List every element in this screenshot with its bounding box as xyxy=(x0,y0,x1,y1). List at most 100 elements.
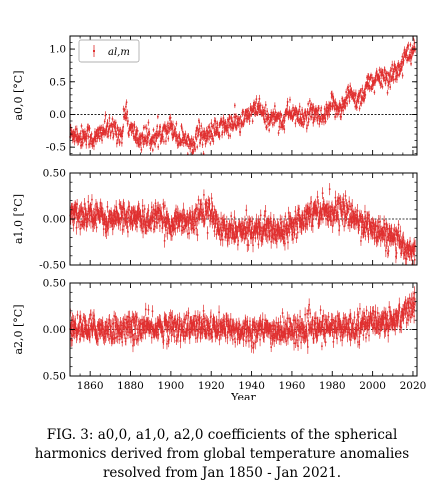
data-point xyxy=(196,144,198,150)
data-point xyxy=(274,115,277,122)
data-point xyxy=(312,219,314,233)
data-point xyxy=(85,221,88,232)
data-point xyxy=(299,110,302,118)
data-point xyxy=(89,139,91,148)
data-series xyxy=(69,183,416,265)
data-point xyxy=(370,72,372,78)
data-point xyxy=(75,133,78,139)
data-point xyxy=(254,108,257,117)
data-point xyxy=(127,117,129,126)
data-point xyxy=(207,135,209,143)
data-point xyxy=(121,205,124,214)
data-point xyxy=(321,342,323,351)
data-point xyxy=(154,220,156,233)
data-point xyxy=(245,204,248,216)
y-axis-title: a0,0 [°C] xyxy=(12,70,25,120)
data-point xyxy=(302,221,305,231)
data-point xyxy=(193,224,195,235)
data-point xyxy=(128,201,131,212)
data-point xyxy=(167,135,170,142)
data-point xyxy=(257,240,260,249)
data-point xyxy=(359,212,362,223)
data-point xyxy=(268,215,270,229)
data-point xyxy=(361,229,363,239)
data-point xyxy=(364,231,367,241)
data-point xyxy=(407,56,409,62)
data-point xyxy=(349,82,351,90)
data-point xyxy=(349,202,351,211)
data-point xyxy=(140,146,143,153)
data-point xyxy=(198,119,201,126)
data-point xyxy=(121,224,124,235)
data-point xyxy=(308,217,311,227)
data-point xyxy=(338,220,341,232)
data-point xyxy=(362,329,365,341)
data-point xyxy=(113,130,115,138)
data-point xyxy=(168,115,171,122)
data-point xyxy=(197,195,200,205)
data-point xyxy=(170,120,173,127)
data-point xyxy=(281,308,284,318)
data-point xyxy=(274,109,277,115)
data-point xyxy=(386,233,388,248)
figure: -0.5 0.0 0.5 1.0 a0,0 [°C] al,m -0.50 0.00 0.50 a… xyxy=(12,35,426,400)
x-tick-label: 1960 xyxy=(279,380,306,392)
data-point xyxy=(388,71,391,79)
data-point xyxy=(293,313,296,328)
data-point xyxy=(147,204,150,217)
data-point xyxy=(348,98,351,104)
data-point xyxy=(359,302,361,315)
data-point xyxy=(105,123,108,130)
data-point xyxy=(156,128,158,135)
data-point xyxy=(340,209,343,221)
data-point xyxy=(272,233,275,244)
y-tick-label: 0.50 xyxy=(43,278,66,290)
data-point xyxy=(209,141,212,146)
data-point xyxy=(239,114,242,120)
data-point xyxy=(247,239,250,251)
data-point xyxy=(293,230,296,239)
data-point xyxy=(317,199,320,209)
data-point xyxy=(332,335,335,348)
data-point xyxy=(282,124,285,130)
data-point xyxy=(328,212,331,222)
data-point xyxy=(161,127,164,135)
data-point xyxy=(87,212,89,225)
y-tick-label: 0.50 xyxy=(43,371,66,383)
data-point xyxy=(345,216,347,224)
data-point xyxy=(353,311,356,324)
data-point xyxy=(243,221,245,236)
data-point xyxy=(402,56,405,65)
data-point xyxy=(153,139,155,145)
data-point xyxy=(229,114,231,120)
data-point xyxy=(407,41,410,50)
data-point xyxy=(271,220,273,234)
data-point xyxy=(331,90,333,100)
data-point xyxy=(358,219,361,231)
data-point xyxy=(246,227,248,240)
data-point xyxy=(168,125,171,133)
data-point xyxy=(205,198,208,208)
data-point xyxy=(383,74,385,82)
data-point xyxy=(149,145,152,151)
data-point xyxy=(235,113,238,120)
data-point xyxy=(226,222,228,236)
data-point xyxy=(151,331,153,344)
data-point xyxy=(269,225,271,237)
data-point xyxy=(401,53,404,60)
data-point xyxy=(230,219,233,231)
data-point xyxy=(76,310,79,320)
data-point xyxy=(194,146,196,153)
data-point xyxy=(137,141,140,148)
data-point xyxy=(259,102,262,109)
data-point xyxy=(195,203,198,213)
data-point xyxy=(267,229,269,244)
data-point xyxy=(79,222,81,236)
data-point xyxy=(82,313,85,322)
data-point xyxy=(203,127,206,136)
data-point xyxy=(76,330,78,341)
data-point xyxy=(336,110,339,118)
data-point xyxy=(147,304,150,316)
data-point xyxy=(315,107,318,113)
data-point xyxy=(298,204,300,214)
